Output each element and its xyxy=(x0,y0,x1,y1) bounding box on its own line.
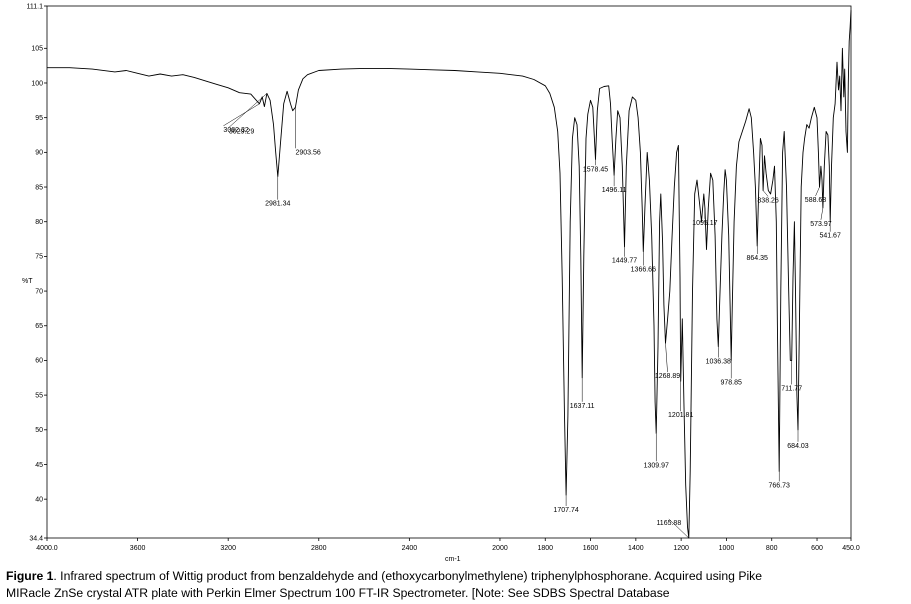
y-tick-label: 105 xyxy=(31,46,43,53)
peak-label: 573.97 xyxy=(810,221,832,228)
figure-caption: Figure 1. Infrared spectrum of Wittig pr… xyxy=(6,568,906,602)
x-tick-label: 1000 xyxy=(719,545,735,552)
peak-label: 588.68 xyxy=(805,197,827,204)
y-axis: 111.1 105 100 95 90 85 80 75 70 65 60 55 50 45 40 34.4 xyxy=(27,3,47,542)
peak-label: 684.03 xyxy=(787,443,809,450)
peak-label: 838.26 xyxy=(757,198,779,205)
peak-leader-line xyxy=(228,93,268,128)
x-tick-label: 1800 xyxy=(537,545,553,552)
peak-label: 1637.11 xyxy=(570,403,595,410)
x-tick-label: 800 xyxy=(766,545,778,552)
peak-label: 864.35 xyxy=(747,255,769,262)
peak-label: 3062.32 xyxy=(223,127,248,134)
peak-label: 711.77 xyxy=(781,385,802,392)
x-axis: 4000.0 3600 3200 2800 2400 2000 1800 1600 1400 12… xyxy=(36,538,860,552)
y-tick-label: 70 xyxy=(35,288,43,295)
caption-line2: MIRacle ZnSe crystal ATR plate with Perk… xyxy=(6,586,670,600)
x-tick-label: 1200 xyxy=(673,545,689,552)
peak-label: 541.67 xyxy=(819,233,841,240)
x-tick-label: 2800 xyxy=(311,545,327,552)
peak-label: 1707.74 xyxy=(553,507,578,514)
peak-label: 1366.66 xyxy=(631,267,656,274)
x-tick-label: 2000 xyxy=(492,545,508,552)
peak-label: 1095.17 xyxy=(692,220,717,227)
x-tick-label: 2400 xyxy=(402,545,418,552)
peak-leader-line xyxy=(820,207,824,220)
y-tick-label: 95 xyxy=(35,115,43,122)
peak-label: 1496.11 xyxy=(602,187,627,194)
peak-label: 2903.56 xyxy=(295,149,320,156)
peak-leader-line xyxy=(665,343,668,373)
peak-label: 1268.89 xyxy=(655,373,680,380)
x-tick-label: 4000.0 xyxy=(36,545,58,552)
peak-leader-line xyxy=(815,186,820,197)
y-tick-label: 80 xyxy=(35,219,43,226)
peak-label: 1449.77 xyxy=(612,258,637,265)
caption-line1: . Infrared spectrum of Wittig product fr… xyxy=(53,569,763,583)
y-tick-label: 60 xyxy=(35,358,43,365)
peak-label: 2981.34 xyxy=(265,201,290,208)
y-tick-label: 100 xyxy=(31,80,43,87)
y-tick-label: 75 xyxy=(35,254,43,261)
x-axis-label: cm-1 xyxy=(445,556,461,563)
y-tick-label: 34.4 xyxy=(29,535,43,542)
y-tick-label: 111.1 xyxy=(27,3,44,10)
ir-spectrum-chart: 111.110510095908580757065605550454034.4 … xyxy=(22,3,860,563)
x-tick-label: 3600 xyxy=(130,545,146,552)
x-tick-label: 600 xyxy=(811,545,823,552)
y-axis-label: %T xyxy=(22,278,33,285)
y-tick-label: 45 xyxy=(35,462,43,469)
y-tick-label: 65 xyxy=(35,323,43,330)
x-tick-label: 3200 xyxy=(220,545,236,552)
peak-leader-line xyxy=(668,518,690,539)
x-tick-label: 1600 xyxy=(583,545,599,552)
plot-frame xyxy=(46,5,852,539)
caption-prefix: Figure 1 xyxy=(6,569,54,583)
peak-label: 1201.81 xyxy=(668,412,693,419)
spectrum-series xyxy=(47,10,852,539)
peak-leader-line xyxy=(223,103,260,127)
peak-label: 1578.45 xyxy=(583,166,608,173)
y-tick-label: 50 xyxy=(35,427,43,434)
x-tick-label: 1400 xyxy=(628,545,644,552)
y-tick-label: 40 xyxy=(35,496,43,503)
peak-leader-line xyxy=(762,190,769,197)
peak-label: 978.85 xyxy=(720,379,742,386)
peak-label: 1165.88 xyxy=(656,520,681,527)
peak-label: 1036.38 xyxy=(706,359,731,366)
peak-label: 1309.97 xyxy=(644,462,669,469)
spectrum-line xyxy=(47,10,852,539)
x-tick-label: 450.0 xyxy=(842,545,860,552)
peak-label: 3029.29 xyxy=(229,128,254,135)
y-tick-label: 85 xyxy=(35,184,43,191)
peak-label: 766.73 xyxy=(768,482,790,489)
y-tick-label: 90 xyxy=(35,150,43,157)
y-tick-label: 55 xyxy=(35,392,43,399)
